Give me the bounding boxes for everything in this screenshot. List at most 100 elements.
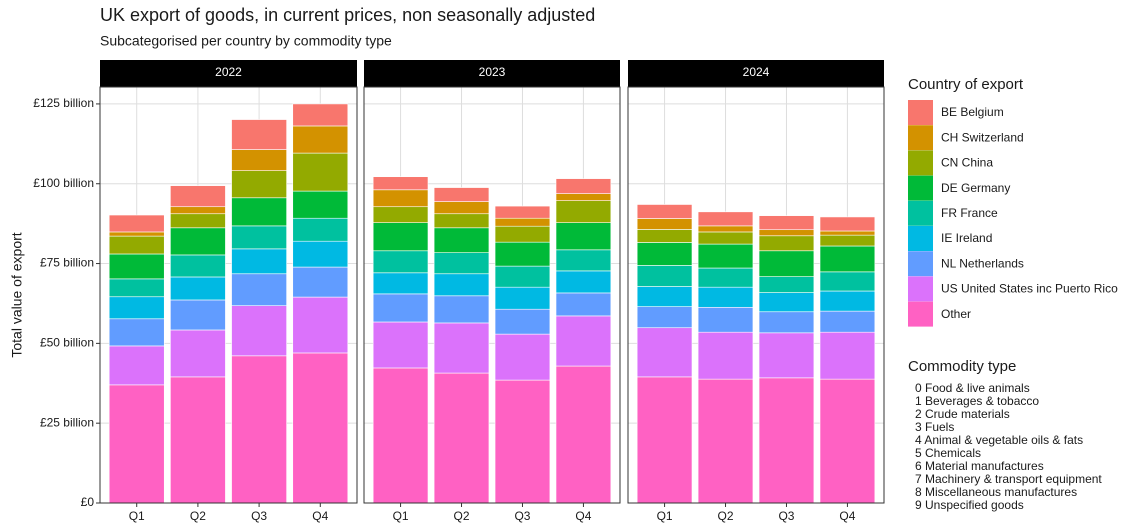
bar-segment (108, 235, 165, 255)
x-tick-label: Q4 (575, 509, 591, 523)
bar-segment (433, 201, 490, 215)
bar-segment (170, 254, 226, 278)
bar-segment (697, 231, 754, 245)
bar-segment (697, 211, 754, 227)
bar-segment (494, 379, 551, 504)
legend-key (908, 125, 933, 151)
bar-segment (108, 296, 165, 320)
chart-subtitle: Subcategorised per country by commodity … (100, 33, 392, 49)
facet-label: 2024 (743, 65, 770, 79)
bar-segment (555, 193, 612, 201)
bar-segment (494, 241, 551, 267)
bar-segment (819, 378, 876, 504)
bar-segment (292, 190, 349, 219)
bar-segment (636, 327, 693, 378)
bar-segment (372, 272, 429, 295)
facet-strip (628, 60, 884, 87)
commodity-legend-item: 7 Machinery & transport equipment (915, 472, 1102, 486)
bar-segment (819, 230, 876, 236)
bar-segment (636, 218, 693, 230)
bar-segment (231, 248, 287, 275)
facet-label: 2022 (215, 65, 242, 79)
bar-segment (636, 204, 693, 219)
legend-label: US United States inc Puerto Rico (941, 282, 1118, 296)
legend-label: Other (941, 307, 971, 321)
x-tick-label: Q1 (393, 509, 409, 523)
y-tick-label: £125 billion (33, 96, 94, 110)
bar-segment (292, 103, 349, 127)
facet-strip (364, 60, 620, 87)
bar-segment (231, 305, 287, 357)
bar-segment (170, 227, 226, 256)
bar-segment (170, 213, 226, 229)
bar-segment (292, 352, 349, 504)
bar-segment (372, 176, 429, 191)
bar-segment (494, 286, 551, 310)
bar-segment (170, 329, 226, 378)
bar-segment (555, 315, 612, 367)
legend-key (908, 301, 933, 327)
y-tick-label: £75 billion (40, 256, 94, 270)
x-tick-label: Q4 (839, 509, 855, 523)
bar-segment (494, 225, 551, 243)
bar-segment (758, 215, 815, 231)
bar-segment (292, 296, 349, 354)
bar-segment (758, 229, 815, 237)
commodity-legend-item: 1 Beverages & tobacco (915, 394, 1039, 408)
facet-strip (100, 60, 357, 87)
bar-segment (819, 310, 876, 333)
bar-segment (372, 206, 429, 223)
bar-segment (433, 213, 490, 229)
bar-segment (170, 299, 226, 331)
bar-segment (494, 333, 551, 381)
legend-label: NL Netherlands (941, 256, 1024, 270)
commodity-legend-item: 9 Unspecified goods (915, 498, 1024, 512)
y-tick-label: £50 billion (40, 336, 94, 350)
bar-segment (697, 306, 754, 333)
bar-segment (231, 273, 287, 306)
bar-segment (372, 222, 429, 252)
y-tick-label: £25 billion (40, 415, 94, 429)
bar-segment (292, 217, 349, 242)
bar-segment (636, 286, 693, 307)
commodity-legend-item: 4 Animal & vegetable oils & fats (915, 433, 1083, 447)
bar-segment (758, 332, 815, 379)
chart-title: UK export of goods, in current prices, n… (100, 5, 595, 25)
bar-segment (636, 242, 693, 266)
bar-segment (494, 308, 551, 335)
bar-segment (758, 311, 815, 334)
x-tick-label: Q1 (657, 509, 673, 523)
bar-segment (758, 292, 815, 313)
y-tick-label: £100 billion (33, 176, 94, 190)
x-tick-label: Q2 (190, 509, 206, 523)
bar-segment (494, 265, 551, 288)
x-tick-label: Q3 (251, 509, 267, 523)
bar-segment (555, 178, 612, 194)
legend-title: Country of export (908, 76, 1024, 93)
bar-segment (819, 234, 876, 247)
legend-key (908, 200, 933, 226)
bar-segment (170, 185, 226, 208)
commodity-legend-item: 6 Material manufactures (915, 459, 1044, 473)
bar-segment (372, 367, 429, 504)
bar-segment (108, 318, 165, 347)
bar-segment (555, 292, 612, 317)
bar-segment (433, 322, 490, 374)
bar-segment (697, 267, 754, 288)
bar-segment (108, 231, 165, 237)
bar-segment (758, 235, 815, 252)
x-tick-label: Q2 (454, 509, 470, 523)
bar-segment (292, 240, 349, 268)
x-tick-label: Q1 (129, 509, 145, 523)
bar-segment (292, 266, 349, 298)
bar-segment (108, 345, 165, 386)
legend-key (908, 226, 933, 251)
panel-border (627, 86, 885, 504)
facet-label: 2023 (479, 65, 506, 79)
commodity-legend-item: 3 Fuels (915, 420, 954, 434)
bar-segment (697, 286, 754, 308)
bar-segment (758, 377, 815, 504)
bar-segment (231, 149, 287, 171)
bar-segment (819, 331, 876, 380)
